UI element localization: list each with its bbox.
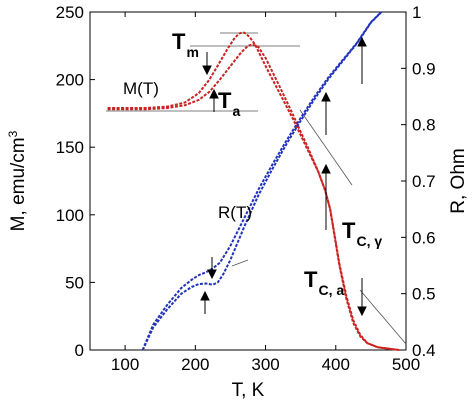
right-tick-label: 1: [412, 3, 421, 22]
arrow-rstep-down-head: [207, 269, 217, 280]
left-tick-label: 50: [65, 273, 84, 292]
x-axis-title: T, K: [232, 380, 265, 401]
left-axis-title: M, emu/cm3: [6, 130, 29, 231]
left-tick-label: 100: [56, 206, 84, 225]
resistance-curve-branch-2: [141, 11, 383, 351]
tcg-label: TC, γ: [342, 218, 382, 249]
resistance-curve-branch-1: [141, 11, 383, 351]
arrow-rstep-up-head: [200, 290, 210, 301]
right-tick-label: 0.9: [412, 59, 436, 78]
tangent-r-step: [231, 259, 249, 267]
r-curve-label: R(T): [218, 203, 252, 222]
right-axis-title: R, Ohm: [448, 148, 469, 213]
arrow-tcg-head: [357, 306, 367, 317]
m-curve-label: M(T): [123, 79, 159, 98]
x-tick-label: 100: [111, 355, 139, 374]
annotation-arrows: [200, 36, 367, 317]
left-tick-label: 150: [56, 138, 84, 157]
x-tick-label: 300: [251, 355, 279, 374]
tca-label: TC, a: [304, 267, 344, 298]
tm-label: Tm: [172, 29, 199, 60]
right-tick-label: 0.7: [412, 172, 436, 191]
x-tick-label: 400: [322, 355, 350, 374]
x-axis-ticks: 100 200 300 400 500: [111, 12, 420, 374]
arrow-tca-head: [321, 163, 331, 174]
arrow-r-mid-head: [321, 91, 331, 102]
x-tick-label: 500: [392, 355, 420, 374]
plot-frame: [89, 11, 407, 351]
right-tick-label: 0.6: [412, 228, 436, 247]
left-tick-label: 0: [75, 341, 84, 360]
right-tick-label: 0.8: [412, 116, 436, 135]
x-tick-label: 200: [181, 355, 209, 374]
left-tick-label: 200: [56, 71, 84, 90]
magnetization-curve-branch-1: [107, 31, 400, 351]
right-tick-label: 0.5: [412, 285, 436, 304]
right-tick-label: 0.4: [412, 341, 436, 360]
magnetization-curve-branch-2: [107, 43, 400, 351]
tangent-lines: [106, 32, 407, 345]
arrow-tm-head: [202, 65, 212, 76]
tangent-tail-m: [359, 289, 407, 345]
arrow-ta-head: [209, 88, 219, 99]
tangent-mid-m: [299, 109, 353, 186]
left-tick-label: 250: [56, 3, 84, 22]
arrow-r-top-head: [357, 36, 367, 47]
left-axis-ticks: 0 50 100 150 200 250: [56, 3, 95, 360]
ta-label: Ta: [218, 88, 240, 119]
series-layer: [107, 11, 400, 351]
right-axis-ticks: 0.4 0.5 0.6 0.7 0.8 0.9 1: [401, 3, 436, 360]
